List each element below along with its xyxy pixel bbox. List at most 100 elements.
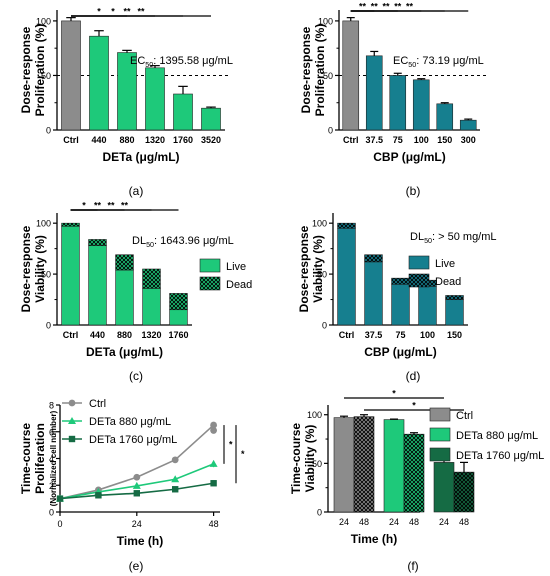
legend-marker xyxy=(68,435,76,443)
y-tick-label: 100 xyxy=(36,16,51,26)
x-tick-label: 37.5 xyxy=(365,330,383,340)
y-tick-label: 0 xyxy=(46,126,51,136)
bar-dead-hatch xyxy=(142,269,161,289)
x-tick-label: 24 xyxy=(132,519,142,529)
panel-label-a: (a) xyxy=(129,184,144,198)
annotation-dl: DL50: > 50 mg/mL xyxy=(410,231,497,245)
legend-label: DETa 880 μg/mL xyxy=(456,430,538,442)
bar-dead-hatch xyxy=(337,223,356,229)
y-tick-label: 8 xyxy=(49,401,54,411)
y-axis-label: Proliferation (%) xyxy=(33,24,47,117)
x-tick-label: 150 xyxy=(447,330,462,340)
legend-marker xyxy=(68,417,76,424)
annotation-value: : > 50 mg/mL xyxy=(432,231,497,243)
annotation-prefix: DL xyxy=(410,231,424,243)
x-tick-label: 1760 xyxy=(173,135,193,145)
data-point xyxy=(133,490,140,497)
bar-hatch xyxy=(354,416,374,512)
x-tick-label: 440 xyxy=(90,330,105,340)
significance-bracket-label: * xyxy=(392,389,396,399)
y-axis-label: Time-course xyxy=(289,423,303,494)
legend-swatch xyxy=(429,447,451,462)
bar-live-75 xyxy=(391,283,410,326)
bar-live-Ctrl xyxy=(61,225,80,326)
y-axis-label: Dose-response xyxy=(297,225,311,312)
x-axis-label: DETa (μg/mL) xyxy=(86,345,163,359)
y-tick-label: 4 xyxy=(49,454,54,464)
x-tick-label: 1320 xyxy=(141,330,161,340)
y-tick-label: 0 xyxy=(322,321,327,331)
bar-live-Ctrl xyxy=(337,227,356,326)
significance-bracket-label: ** xyxy=(406,2,414,12)
bar-ctrl-24 xyxy=(333,417,355,513)
bar-hatch xyxy=(454,472,474,512)
y-axis-sublabel: (Normalized cell number) xyxy=(49,410,58,506)
bar-75 xyxy=(389,75,407,131)
x-tick-label: 24 xyxy=(339,517,349,527)
annotation-dl: DL50: 1643.96 μg/mL xyxy=(132,235,234,249)
bar-dead-hatch xyxy=(364,254,383,262)
panel-label-c: (c) xyxy=(129,369,143,383)
x-tick-label: 48 xyxy=(359,517,369,527)
x-tick-label: 48 xyxy=(459,517,469,527)
x-tick-label: 150 xyxy=(437,135,452,145)
x-tick-label: 0 xyxy=(57,519,62,529)
y-axis-label: Time-course xyxy=(19,423,33,494)
y-tick-label: 100 xyxy=(307,410,322,420)
bar-live-1320 xyxy=(142,288,161,326)
x-tick-label: Ctrl xyxy=(63,135,79,145)
data-point xyxy=(210,421,218,429)
bar-1760 xyxy=(173,93,193,131)
annotation-subscript: 50 xyxy=(408,61,416,69)
bar-dead-hatch xyxy=(61,223,80,227)
data-point xyxy=(210,427,218,434)
x-tick-label: 880 xyxy=(117,330,132,340)
bar-hatch xyxy=(404,434,424,512)
y-tick-label: 0 xyxy=(328,126,333,136)
significance-bracket-label: ** xyxy=(137,6,145,16)
bar-live-150 xyxy=(445,299,464,326)
significance-bracket-label: ** xyxy=(107,201,115,211)
annotation-prefix: DL xyxy=(132,235,146,247)
annotation-subscript: 50 xyxy=(146,241,154,249)
data-point xyxy=(133,473,141,481)
y-tick-label: 100 xyxy=(318,16,333,26)
x-axis-label: Time (h) xyxy=(351,532,397,546)
bar-live-37.5 xyxy=(364,261,383,326)
legend-swatch-live xyxy=(199,258,221,273)
legend-label: DETa 1760 μg/mL xyxy=(456,450,544,462)
y-axis-label: Dose-response xyxy=(19,26,33,113)
bar-Ctrl xyxy=(342,20,360,131)
x-tick-label: 24 xyxy=(389,517,399,527)
bar-deta-880-g-ml-24 xyxy=(383,419,405,513)
legend-label: DETa 880 μg/mL xyxy=(89,416,171,428)
y-tick-label: 0 xyxy=(317,508,322,518)
y-axis-label: Dose-response xyxy=(19,225,33,312)
data-point xyxy=(209,459,218,467)
bar-dead-hatch xyxy=(115,254,134,271)
significance-label: * xyxy=(229,439,233,449)
x-axis-label: CBP (μg/mL) xyxy=(364,345,436,359)
x-axis-label: Time (h) xyxy=(117,534,163,548)
y-tick-label: 50 xyxy=(41,270,51,280)
legend-marker xyxy=(68,399,76,407)
annotation-subscript: 50 xyxy=(145,61,153,69)
x-tick-label: 100 xyxy=(420,330,435,340)
bar-440 xyxy=(89,35,109,131)
bar-150 xyxy=(436,103,454,131)
data-point xyxy=(171,456,179,464)
legend-label-live: Live xyxy=(226,261,246,273)
bar-Ctrl xyxy=(61,20,81,131)
panel-label-b: (b) xyxy=(406,184,421,198)
significance-bracket-label: ** xyxy=(394,2,402,12)
bar-300 xyxy=(459,119,477,131)
data-point xyxy=(210,480,217,487)
legend-swatch-live xyxy=(408,255,430,270)
y-axis-label: Proliferation (%) xyxy=(313,24,327,117)
bar-dead-hatch xyxy=(391,278,410,285)
bar-dead-hatch xyxy=(169,293,188,310)
legend-hatch xyxy=(409,274,429,287)
x-tick-label: 880 xyxy=(119,135,134,145)
significance-bracket-label: ** xyxy=(382,2,390,12)
x-tick-label: Ctrl xyxy=(343,135,359,145)
